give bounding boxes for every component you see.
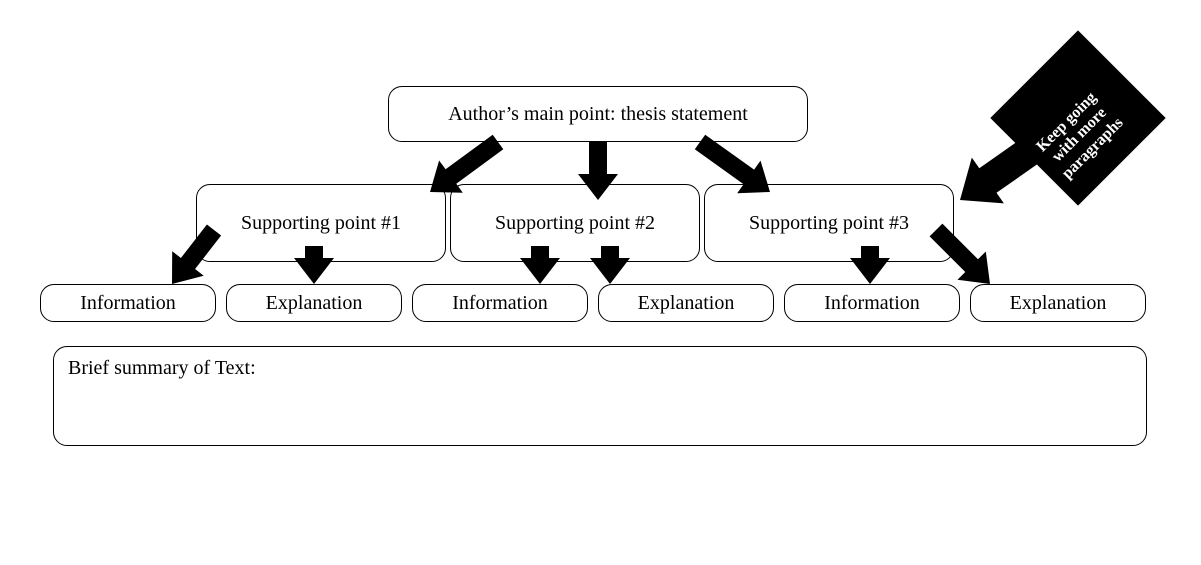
node-sp2-label: Supporting point #2 — [495, 212, 655, 235]
node-sp1-label: Supporting point #1 — [241, 212, 401, 235]
node-information-3: Information — [784, 284, 960, 322]
node-supporting-point-3: Supporting point #3 — [704, 184, 954, 262]
arrows-layer — [0, 0, 1201, 565]
node-summary: Brief summary of Text: — [53, 346, 1147, 446]
node-summary-label: Brief summary of Text: — [68, 357, 256, 380]
node-info2-label: Information — [452, 292, 548, 315]
node-supporting-point-2: Supporting point #2 — [450, 184, 700, 262]
diagram-stage: Author’s main point: thesis statement Su… — [0, 0, 1201, 565]
callout-keep-going: Keep going with more paragraphs — [1004, 60, 1156, 212]
node-expl2-label: Explanation — [638, 292, 735, 315]
node-info1-label: Information — [80, 292, 176, 315]
node-explanation-3: Explanation — [970, 284, 1146, 322]
node-explanation-2: Explanation — [598, 284, 774, 322]
node-info3-label: Information — [824, 292, 920, 315]
node-expl3-label: Explanation — [1010, 292, 1107, 315]
node-explanation-1: Explanation — [226, 284, 402, 322]
node-supporting-point-1: Supporting point #1 — [196, 184, 446, 262]
node-thesis: Author’s main point: thesis statement — [388, 86, 808, 142]
node-sp3-label: Supporting point #3 — [749, 212, 909, 235]
node-expl1-label: Explanation — [266, 292, 363, 315]
node-information-1: Information — [40, 284, 216, 322]
node-information-2: Information — [412, 284, 588, 322]
node-thesis-label: Author’s main point: thesis statement — [448, 103, 748, 126]
